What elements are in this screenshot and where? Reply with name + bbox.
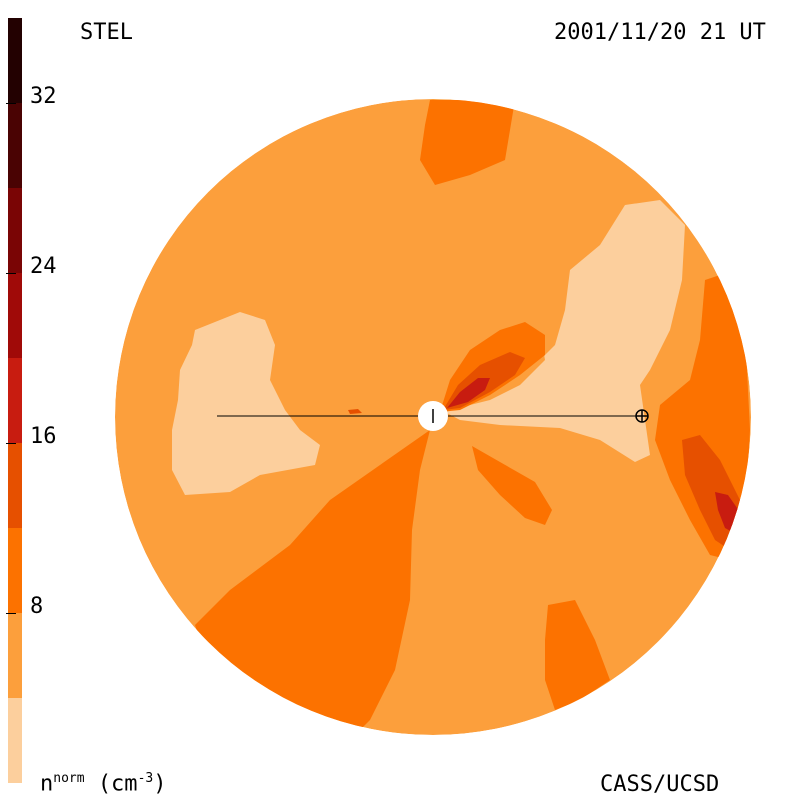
- unit-label: nnorm (cm-3): [40, 772, 166, 795]
- colorbar-tick: [6, 443, 16, 444]
- colorbar-segment: [8, 103, 22, 188]
- colorbar-segment: [8, 613, 22, 698]
- colorbar-segment: [8, 273, 22, 358]
- colorbar-tick: [6, 613, 16, 614]
- instrument-label: STEL: [80, 20, 133, 45]
- colorbar-segment: [8, 18, 22, 103]
- density-region-small-left: [348, 409, 362, 414]
- density-region-sun-jet-core: [447, 378, 490, 408]
- unit-super: norm: [53, 771, 85, 786]
- colorbar-segment: [8, 698, 22, 783]
- unit-close: ): [153, 771, 167, 797]
- earth-icon: [635, 409, 649, 423]
- unit-exp: -3: [137, 771, 154, 786]
- colorbar-tick: [6, 273, 16, 274]
- credit-label: CASS/UCSD: [600, 772, 720, 797]
- density-region-center-ray: [472, 446, 552, 525]
- colorbar-segment: [8, 188, 22, 273]
- density-region-bottom-right: [545, 600, 610, 710]
- density-region-top: [420, 100, 515, 185]
- colorbar-segment: [8, 358, 22, 443]
- colorbar-tick: [6, 103, 16, 104]
- colorbar-segment: [8, 528, 22, 613]
- colorbar-segment: [8, 443, 22, 528]
- colorbar-tick-label: 8: [30, 594, 44, 619]
- timestamp-label: 2001/11/20 21 UT: [554, 20, 766, 45]
- unit-base: n: [40, 771, 54, 797]
- colorbar-tick-label: 32: [30, 84, 57, 109]
- density-colorbar: [8, 18, 22, 783]
- unit-open: (cm: [97, 771, 138, 797]
- density-region-right: [445, 200, 685, 462]
- density-region-lower-left: [195, 430, 430, 735]
- density-region-left: [172, 312, 320, 495]
- colorbar-tick-label: 16: [30, 424, 57, 449]
- colorbar-tick-label: 24: [30, 254, 57, 279]
